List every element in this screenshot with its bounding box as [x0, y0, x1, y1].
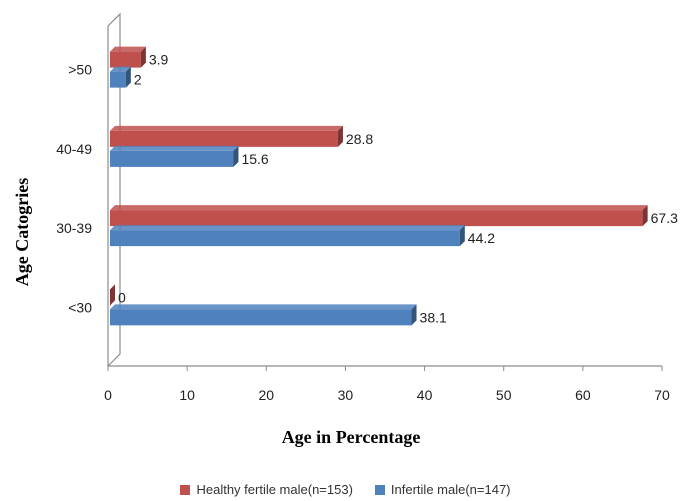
bar-infertile	[110, 225, 465, 247]
x-tick-label: 0	[104, 387, 112, 403]
y-category-label: <30	[68, 299, 92, 315]
y-axis-title: Age Catogries	[12, 178, 32, 286]
y-axis-categories: <30 30-39 40-49 >50	[56, 62, 92, 316]
data-label-healthy: 67.3	[651, 210, 678, 226]
chart-side-wall	[107, 12, 121, 368]
bar-healthy	[110, 284, 115, 306]
bar-healthy	[110, 125, 343, 147]
legend-label-healthy: Healthy fertile male(n=153)	[196, 482, 353, 497]
x-tick-label: 70	[654, 387, 670, 403]
legend-swatch-healthy	[180, 484, 191, 495]
legend-label-infertile: Infertile male(n=147)	[390, 482, 511, 497]
bar-infertile	[110, 145, 239, 167]
data-labels: 0 38.1 67.3 44.2 28.8 15.6 3.9 2	[118, 52, 678, 326]
data-label-infertile: 2	[134, 72, 142, 88]
data-label-healthy: 3.9	[149, 52, 169, 68]
bar-healthy	[110, 205, 648, 227]
bar-healthy	[110, 46, 146, 68]
x-tick-label: 30	[338, 387, 354, 403]
x-tick-label: 40	[417, 387, 433, 403]
y-category-label: >50	[68, 62, 92, 78]
x-tick-label: 20	[258, 387, 274, 403]
data-label-infertile: 38.1	[420, 309, 447, 325]
bar-infertile	[110, 304, 417, 326]
legend-item-infertile: Infertile male(n=147)	[374, 482, 511, 497]
bar-infertile	[110, 66, 131, 88]
x-tick-label: 10	[179, 387, 195, 403]
y-category-label: 40-49	[56, 141, 92, 157]
x-axis: 0 10 20 30 40 50 60 70	[104, 365, 670, 403]
legend-item-healthy: Healthy fertile male(n=153)	[180, 482, 353, 497]
y-category-label: 30-39	[56, 220, 92, 236]
data-label-healthy: 0	[118, 289, 126, 305]
data-label-infertile: 44.2	[468, 230, 495, 246]
legend-swatch-infertile	[374, 484, 385, 495]
x-tick-label: 50	[496, 387, 512, 403]
chart-wall	[107, 12, 121, 368]
legend: Healthy fertile male(n=153) Infertile ma…	[0, 482, 691, 497]
data-label-healthy: 28.8	[346, 131, 373, 147]
data-label-infertile: 15.6	[241, 151, 268, 167]
chart-bars	[110, 46, 648, 326]
x-tick-label: 60	[575, 387, 591, 403]
x-axis-title: Age in Percentage	[282, 427, 421, 447]
